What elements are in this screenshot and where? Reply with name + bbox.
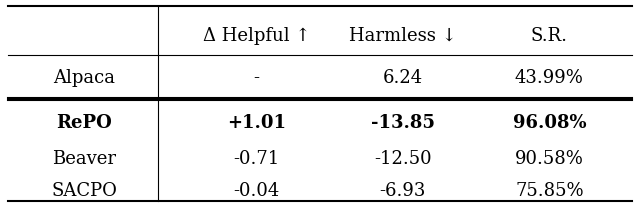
Text: Harmless ↓: Harmless ↓ [349,27,457,44]
Text: -12.50: -12.50 [374,149,431,167]
Text: Δ Helpful ↑: Δ Helpful ↑ [202,27,310,44]
Text: SACPO: SACPO [51,182,117,200]
Text: 90.58%: 90.58% [515,149,584,167]
Text: -6.93: -6.93 [380,182,426,200]
Text: 43.99%: 43.99% [515,69,584,87]
Text: -0.04: -0.04 [233,182,280,200]
Text: 6.24: 6.24 [383,69,423,87]
Text: 75.85%: 75.85% [515,182,584,200]
Text: Alpaca: Alpaca [53,69,115,87]
Text: Beaver: Beaver [52,149,116,167]
Text: S.R.: S.R. [531,27,568,44]
Text: -13.85: -13.85 [371,113,435,131]
Text: 96.08%: 96.08% [513,113,586,131]
Text: RePO: RePO [56,113,112,131]
Text: +1.01: +1.01 [227,113,286,131]
Text: -0.71: -0.71 [233,149,280,167]
Text: -: - [253,69,259,87]
